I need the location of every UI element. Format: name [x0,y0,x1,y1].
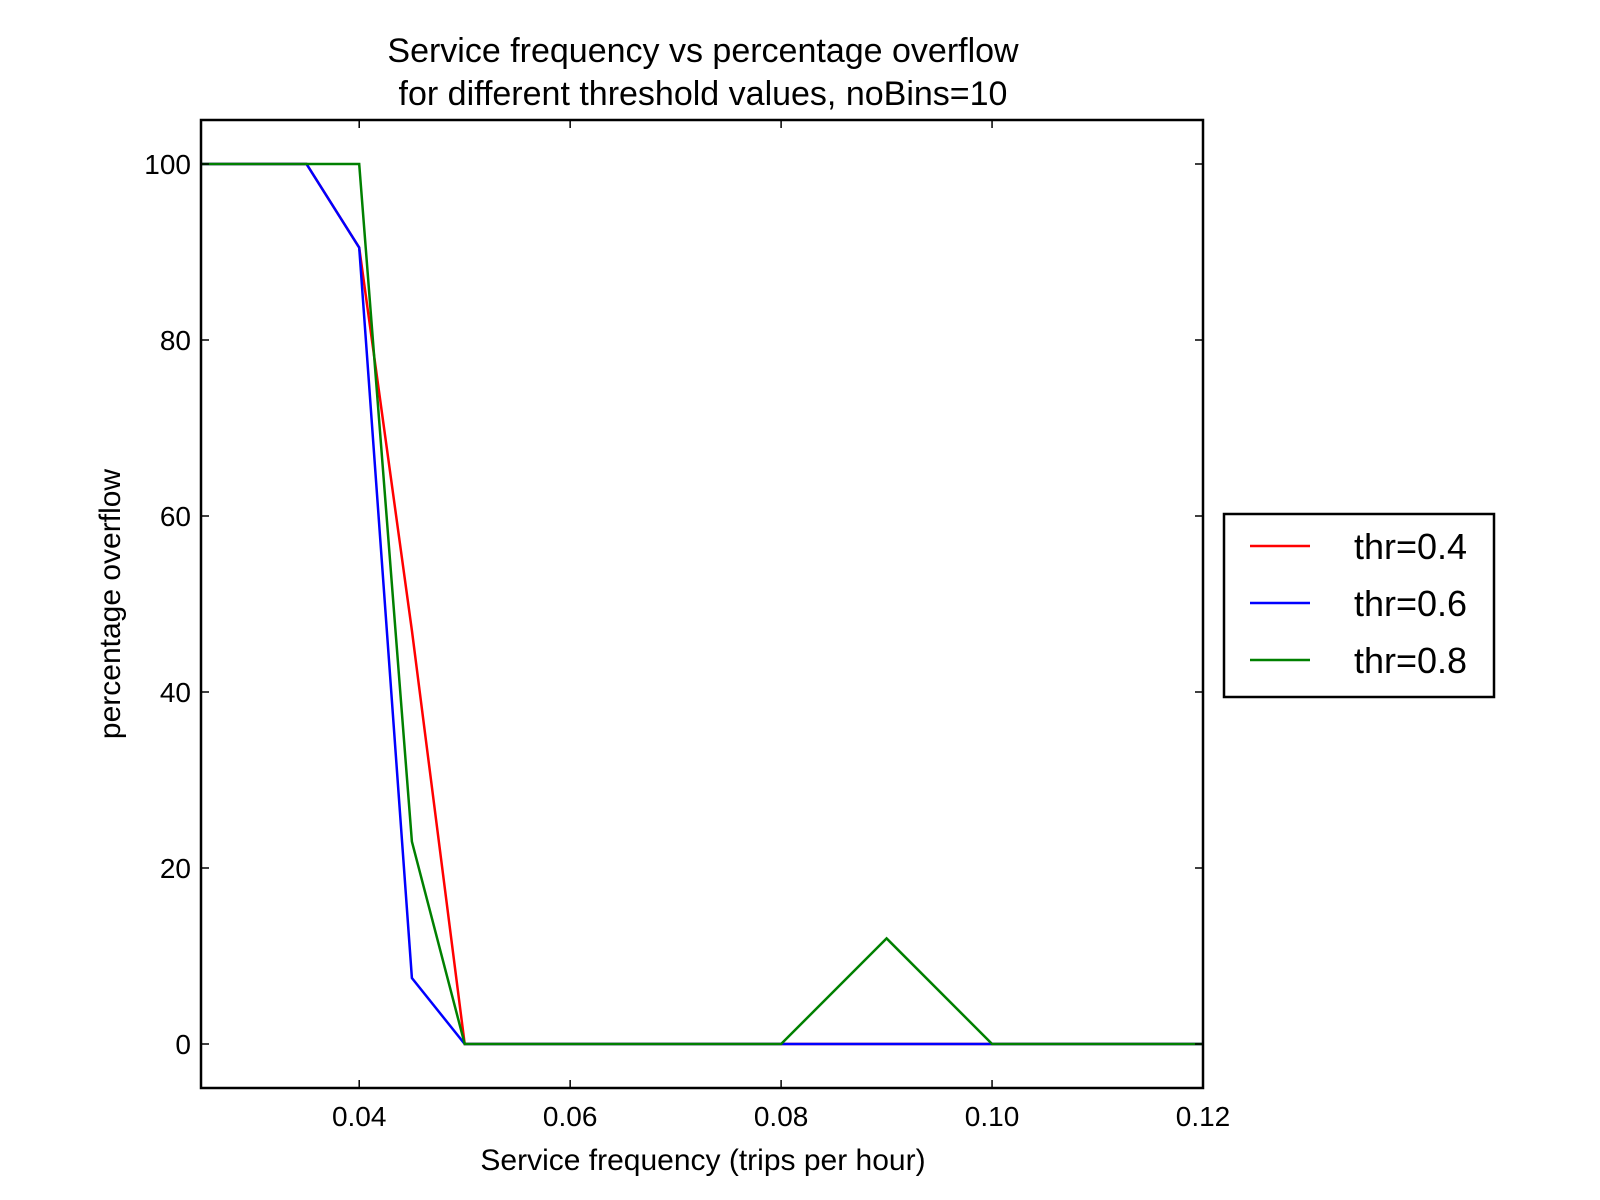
chart-subtitle: for different threshold values, noBins=1… [399,75,1008,113]
y-tick-label: 20 [160,853,191,884]
plot-frame [199,118,1205,1090]
y-axis-label: percentage overflow [94,469,127,739]
x-tick-label: 0.12 [1176,1101,1231,1132]
legend-label-3: thr=0.8 [1354,640,1467,681]
legend-label-2: thr=0.6 [1354,583,1467,624]
legend: thr=0.4 thr=0.6 thr=0.8 [1222,512,1496,699]
x-axis-label: Service frequency (trips per hour) [480,1144,925,1177]
series-line-2 [201,162,1203,1046]
series-line-3 [201,162,1203,1046]
axis-ticks: 0.04 0.06 0.08 0.10 0.12 0 20 40 60 80 100 [144,120,1230,1132]
chart-title: Service frequency vs percentage overflow [387,32,1019,70]
series-lines [201,162,1203,1046]
x-tick-label: 0.08 [754,1101,809,1132]
x-tick-label: 0.06 [543,1101,598,1132]
legend-label-1: thr=0.4 [1354,526,1467,567]
x-tick-label: 0.04 [332,1101,387,1132]
y-tick-label: 60 [160,501,191,532]
series-line-1 [201,162,1203,1046]
y-tick-label: 100 [144,149,191,180]
y-tick-label: 40 [160,677,191,708]
legend-box [1222,512,1496,699]
x-tick-label: 0.10 [965,1101,1020,1132]
y-tick-label: 0 [175,1029,191,1060]
y-tick-label: 80 [160,325,191,356]
